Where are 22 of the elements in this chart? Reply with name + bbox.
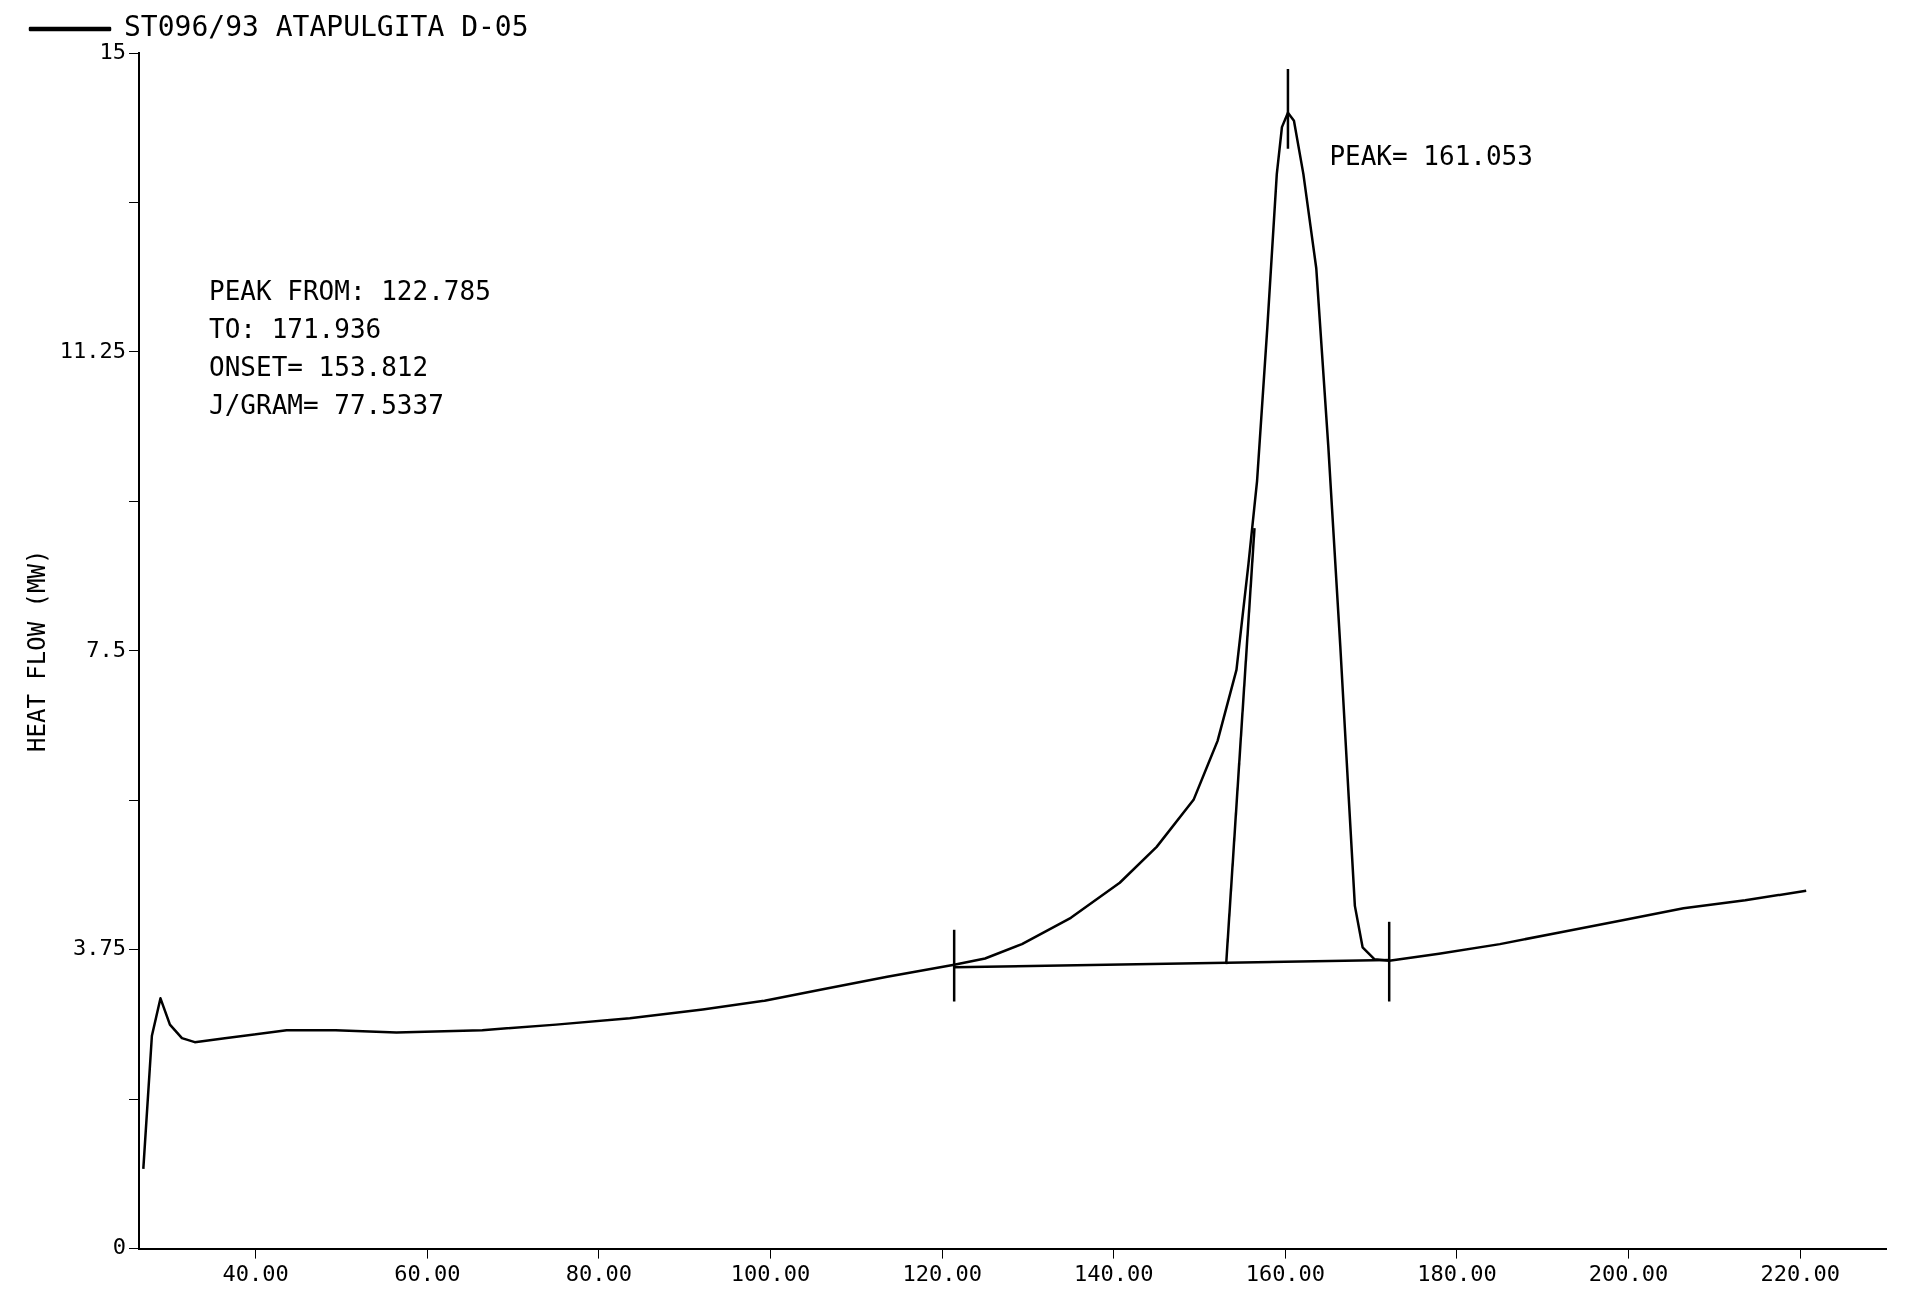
y-tick-label: 15 [99, 38, 127, 64]
annotation: ONSET= 153.812 [209, 351, 429, 382]
y-axis-title: HEAT FLOW (MW) [22, 549, 51, 752]
y-tick-label: 11.25 [59, 337, 127, 363]
x-tick-label: 120.00 [902, 1260, 982, 1286]
x-tick-label: 140.00 [1074, 1260, 1154, 1286]
annotation: PEAK FROM: 122.785 [209, 275, 491, 306]
annotation: TO: 171.936 [209, 313, 382, 344]
legend-label: ST096/93 ATAPULGITA D-05 [124, 10, 529, 44]
x-tick-label: 80.00 [565, 1260, 633, 1286]
y-tick-label: 0 [112, 1234, 127, 1260]
x-tick-label: 40.00 [222, 1260, 289, 1286]
x-tick-label: 200.00 [1588, 1260, 1669, 1286]
annotation: PEAK= 161.053 [1329, 140, 1533, 171]
annotation: J/GRAM= 77.5337 [209, 389, 444, 420]
x-tick-label: 220.00 [1760, 1260, 1840, 1286]
x-tick-label: 60.00 [394, 1260, 461, 1286]
x-tick-label: 100.00 [730, 1260, 811, 1286]
y-tick-label: 3.75 [73, 935, 127, 961]
y-tick-label: 7.5 [86, 636, 127, 662]
x-tick-label: 160.00 [1245, 1260, 1326, 1286]
x-tick-label: 180.00 [1417, 1260, 1497, 1286]
